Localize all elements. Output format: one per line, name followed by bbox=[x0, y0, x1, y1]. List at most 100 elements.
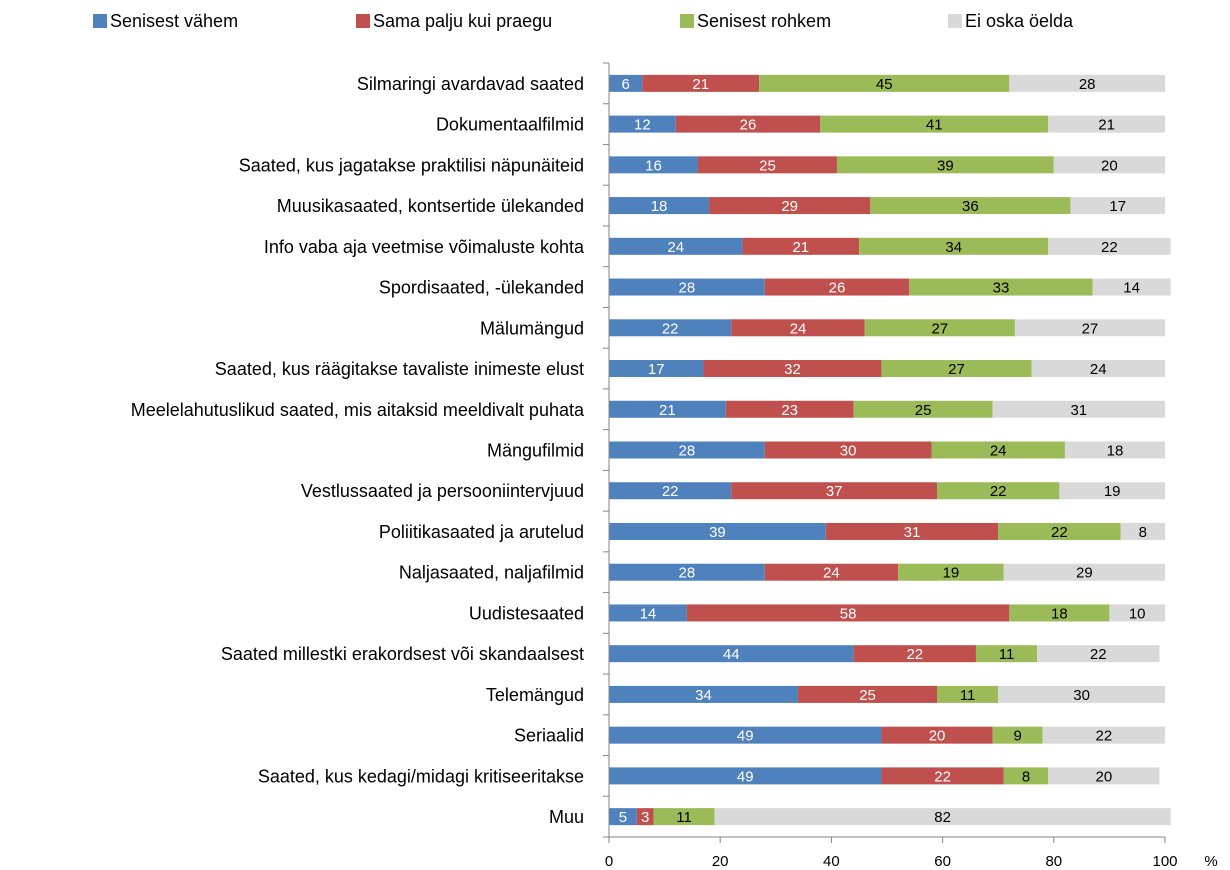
data-label: 24 bbox=[990, 443, 1007, 460]
bar-segment bbox=[697, 156, 837, 174]
bar-segment bbox=[881, 360, 1032, 378]
legend-swatch bbox=[93, 14, 107, 28]
bar-segment bbox=[759, 74, 1010, 92]
bar-segment bbox=[609, 767, 882, 785]
data-label: 24 bbox=[667, 239, 684, 256]
bar-segment bbox=[1042, 726, 1165, 744]
data-label: 34 bbox=[695, 687, 712, 704]
bar-segment bbox=[1014, 319, 1165, 337]
bar-segment bbox=[975, 645, 1038, 663]
bar-segment bbox=[1009, 74, 1165, 92]
bar-segment bbox=[853, 645, 976, 663]
category-label: Meelelahutuslikud saated, mis aitaksid m… bbox=[131, 400, 585, 420]
data-label: 22 bbox=[1101, 239, 1118, 256]
bar-segment bbox=[609, 237, 743, 255]
data-label: 27 bbox=[948, 361, 965, 378]
data-label: 30 bbox=[1073, 687, 1090, 704]
bar-segment bbox=[1059, 482, 1165, 500]
category-label: Seriaalid bbox=[514, 726, 584, 746]
legend-label: Sama palju kui praegu bbox=[373, 11, 552, 31]
data-label: 44 bbox=[723, 646, 740, 663]
data-label: 20 bbox=[929, 728, 946, 745]
data-label: 31 bbox=[904, 524, 921, 541]
tick-label: 100 bbox=[1152, 853, 1177, 870]
legend-label: Senisest vähem bbox=[110, 11, 238, 31]
legend-swatch bbox=[356, 14, 370, 28]
bar-segment bbox=[764, 278, 910, 296]
bar-segment bbox=[825, 522, 999, 540]
bar-segment bbox=[609, 482, 732, 500]
category-label: Telemängud bbox=[486, 685, 584, 705]
bar-segment bbox=[1053, 156, 1165, 174]
category-label: Muu bbox=[549, 807, 584, 827]
data-label: 3 bbox=[641, 809, 649, 826]
data-label: 28 bbox=[678, 280, 695, 297]
category-label: Naljasaated, naljafilmid bbox=[399, 563, 584, 583]
bar-segment bbox=[937, 685, 999, 703]
bar-segment bbox=[1003, 563, 1165, 581]
bar-segment bbox=[609, 74, 643, 92]
bar-segment bbox=[609, 197, 710, 215]
data-label: 49 bbox=[737, 768, 754, 785]
category-label: Dokumentaalfilmid bbox=[436, 115, 584, 135]
bar-segment bbox=[798, 685, 938, 703]
bar-segment bbox=[1092, 278, 1171, 296]
legend: Senisest vähem Sama palju kui praegu Senis… bbox=[93, 11, 1074, 31]
data-label: 25 bbox=[859, 687, 876, 704]
category-label: Saated millestki erakordsest või skandaa… bbox=[221, 644, 584, 664]
bar-segment bbox=[764, 563, 899, 581]
tick-label: 60 bbox=[934, 853, 951, 870]
bar-segment bbox=[686, 604, 1010, 622]
data-label: 28 bbox=[1079, 76, 1096, 93]
data-label: 21 bbox=[692, 76, 709, 93]
data-label: 22 bbox=[662, 320, 679, 337]
bar-segment bbox=[1031, 360, 1165, 378]
data-label: 6 bbox=[622, 76, 630, 93]
category-label: Saated, kus kedagi/midagi kritiseeritaks… bbox=[258, 766, 584, 786]
bar-segment bbox=[609, 360, 704, 378]
category-label: Info vaba aja veetmise võimaluste kohta bbox=[264, 237, 585, 257]
legend-swatch bbox=[948, 14, 962, 28]
bar-segment bbox=[992, 726, 1043, 744]
bar-segment bbox=[609, 645, 854, 663]
bar-segment bbox=[731, 482, 938, 500]
legend-swatch bbox=[680, 14, 694, 28]
bar-segment bbox=[881, 726, 993, 744]
bar-segment bbox=[1064, 441, 1165, 459]
bar-segment bbox=[709, 197, 871, 215]
bar-segment bbox=[992, 400, 1165, 418]
data-label: 14 bbox=[640, 605, 657, 622]
data-label: 20 bbox=[1101, 157, 1118, 174]
bar-segment bbox=[731, 319, 865, 337]
bar-segment bbox=[742, 237, 860, 255]
bar-segment bbox=[870, 197, 1071, 215]
bar-segment bbox=[609, 726, 882, 744]
category-label: Saated, kus jagatakse praktilisi näpunäi… bbox=[239, 155, 584, 175]
data-label: 82 bbox=[934, 809, 951, 826]
data-label: 25 bbox=[759, 157, 776, 174]
data-label: 34 bbox=[945, 239, 962, 256]
bar-segment bbox=[1009, 604, 1110, 622]
bar-segment bbox=[859, 237, 1049, 255]
data-label: 29 bbox=[781, 198, 798, 215]
data-label: 22 bbox=[906, 646, 923, 663]
data-label: 30 bbox=[840, 443, 857, 460]
bar-segment bbox=[609, 604, 687, 622]
bar-segment bbox=[609, 278, 765, 296]
bar-segment bbox=[714, 808, 1171, 826]
bar-segment bbox=[1048, 115, 1165, 133]
data-label: 29 bbox=[1076, 565, 1093, 582]
data-label: 58 bbox=[840, 605, 857, 622]
bar-segment bbox=[820, 115, 1049, 133]
tick-label: 40 bbox=[823, 853, 840, 870]
bar-segment bbox=[1120, 522, 1165, 540]
data-label: 19 bbox=[943, 565, 960, 582]
data-label: 5 bbox=[619, 809, 627, 826]
bar-segment bbox=[864, 319, 1015, 337]
data-label: 45 bbox=[876, 76, 893, 93]
data-label: 26 bbox=[740, 117, 757, 134]
data-label: 17 bbox=[648, 361, 665, 378]
data-label: 21 bbox=[792, 239, 809, 256]
data-label: 18 bbox=[651, 198, 668, 215]
